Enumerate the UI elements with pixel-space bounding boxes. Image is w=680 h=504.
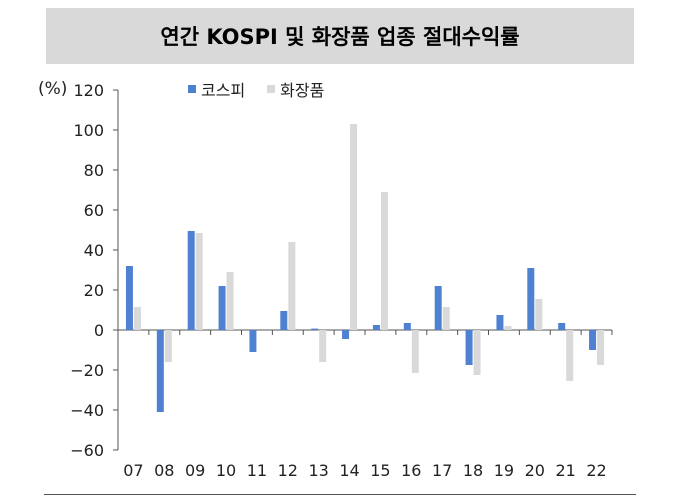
kospi-bar-15	[372, 325, 380, 330]
y-tick-label: 0	[94, 321, 104, 340]
y-tick-label: 40	[84, 241, 104, 260]
x-tick-label-19: 19	[494, 461, 514, 480]
y-tick-label: −60	[70, 441, 104, 460]
cosmetics-bar-10	[226, 272, 234, 330]
x-tick-label-12: 12	[278, 461, 298, 480]
kospi-bar-17	[434, 286, 442, 330]
cosmetics-bar-18	[473, 330, 481, 375]
y-tick-label: −20	[70, 361, 104, 380]
legend: 코스피 화장품	[188, 77, 346, 101]
cosmetics-bar-08	[164, 330, 172, 362]
kospi-bar-16	[403, 323, 411, 330]
x-tick-label-21: 21	[556, 461, 576, 480]
cosmetics-bar-20	[535, 299, 543, 330]
y-tick-label: 20	[84, 281, 104, 300]
kospi-bar-11	[249, 330, 257, 352]
legend-item-cosmetics: 화장품	[267, 77, 324, 101]
x-tick-label-20: 20	[525, 461, 545, 480]
legend-item-kospi: 코스피	[188, 77, 245, 101]
kospi-bar-18	[465, 330, 473, 365]
bottom-divider	[44, 494, 636, 495]
x-tick-label-17: 17	[432, 461, 452, 480]
y-unit-label: (%)	[38, 79, 68, 99]
x-tick-label-11: 11	[247, 461, 267, 480]
cosmetics-bar-19	[504, 326, 512, 330]
y-tick-label: −40	[70, 401, 104, 420]
cosmetics-bar-12	[288, 242, 296, 330]
x-tick-label-09: 09	[185, 461, 205, 480]
legend-label-cosmetics: 화장품	[280, 81, 325, 100]
x-tick-label-10: 10	[216, 461, 236, 480]
kospi-bar-22	[589, 330, 597, 350]
y-tick-label: 100	[73, 121, 104, 140]
kospi-bar-21	[558, 323, 566, 330]
x-tick-label-14: 14	[339, 461, 359, 480]
y-tick-label: 80	[84, 161, 104, 180]
x-tick-label-08: 08	[154, 461, 174, 480]
kospi-bar-10	[218, 286, 226, 330]
x-tick-label-22: 22	[586, 461, 606, 480]
y-tick-label: 120	[73, 81, 104, 100]
x-tick-label-18: 18	[463, 461, 483, 480]
y-tick-label: 60	[84, 201, 104, 220]
cosmetics-bar-17	[442, 307, 450, 330]
kospi-bar-14	[342, 330, 350, 339]
x-tick-label-16: 16	[401, 461, 421, 480]
cosmetics-bar-21	[566, 330, 574, 381]
kospi-bar-13	[311, 328, 319, 330]
kospi-bar-20	[527, 268, 535, 330]
title-band: 연간 KOSPI 및 화장품 업종 절대수익률	[46, 8, 634, 64]
kospi-bar-08	[156, 330, 164, 412]
kospi-bar-19	[496, 315, 504, 330]
kospi-bar-07	[125, 266, 133, 330]
kospi-bar-12	[280, 311, 288, 330]
x-tick-label-13: 13	[309, 461, 329, 480]
cosmetics-bar-07	[133, 307, 141, 330]
cosmetics-bar-09	[195, 233, 203, 330]
chart-title: 연간 KOSPI 및 화장품 업종 절대수익률	[160, 25, 520, 49]
cosmetics-bar-14	[350, 124, 358, 330]
cosmetics-bar-16	[411, 330, 419, 373]
cosmetics-bar-15	[380, 192, 388, 330]
legend-label-kospi: 코스피	[201, 81, 246, 100]
x-tick-label-07: 07	[123, 461, 143, 480]
legend-swatch-kospi	[188, 85, 196, 93]
legend-swatch-cosmetics	[267, 85, 276, 93]
kospi-bar-09	[187, 231, 195, 330]
x-tick-label-15: 15	[370, 461, 390, 480]
cosmetics-bar-22	[597, 330, 605, 365]
cosmetics-bar-13	[319, 330, 327, 362]
